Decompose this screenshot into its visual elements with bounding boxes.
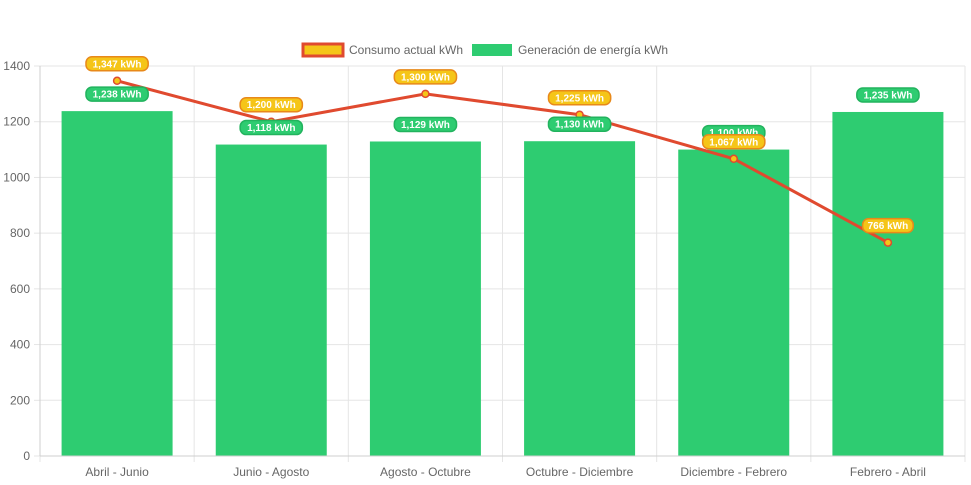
line-point bbox=[421, 89, 430, 99]
y-tick-label: 1000 bbox=[3, 170, 30, 184]
line-data-label-box bbox=[85, 56, 149, 72]
line-data-label-box bbox=[547, 90, 612, 106]
legend-label-generation: Generación de energía kWh bbox=[518, 43, 668, 57]
bar-data-label: 1,235 kWh bbox=[863, 90, 912, 101]
bar-data-label-box bbox=[547, 116, 612, 132]
bar-data-label: 1,130 kWh bbox=[555, 120, 604, 131]
y-tick-label: 1200 bbox=[3, 115, 30, 129]
x-tick-label: Diciembre - Febrero bbox=[680, 465, 787, 479]
line-data-label-box bbox=[239, 96, 304, 113]
line-data-label: 1,225 kWh bbox=[555, 93, 604, 104]
legend-swatch-consumption bbox=[301, 42, 345, 58]
bar-data-label-box bbox=[393, 116, 458, 133]
x-tick-label: Abril - Junio bbox=[85, 465, 149, 479]
bar-layer bbox=[61, 111, 944, 457]
bar-data-label-box bbox=[85, 86, 149, 102]
line-data-label: 1,200 kWh bbox=[247, 100, 296, 111]
y-tick-label: 200 bbox=[10, 393, 30, 407]
data-label-layer: 1,238 kWh 1,118 kWh 1,129 kWh 1,130 kWh 1,10… bbox=[85, 56, 920, 234]
x-tick-label: Febrero - Abril bbox=[850, 465, 926, 479]
bar-data-label: 1,238 kWh bbox=[93, 90, 142, 101]
y-tick-label: 1400 bbox=[3, 59, 30, 73]
legend: Consumo actual kWh Generación de energía … bbox=[301, 42, 668, 58]
grid-layer bbox=[39, 65, 966, 462]
bar bbox=[832, 111, 944, 456]
line-point bbox=[729, 154, 738, 164]
line-data-label: 1,347 kWh bbox=[93, 59, 142, 70]
legend-swatch-generation bbox=[472, 44, 512, 56]
y-tick-label: 600 bbox=[10, 282, 30, 296]
x-tick-label: Octubre - Diciembre bbox=[526, 465, 634, 479]
bar bbox=[215, 144, 327, 457]
line-data-label-box bbox=[393, 69, 458, 85]
x-tick-label: Agosto - Octubre bbox=[380, 465, 471, 479]
axis-layer: 0 200 400 600 800 1000 1200 1400 Abril - Junio Ju… bbox=[3, 59, 965, 479]
line-data-label: 766 kWh bbox=[868, 221, 909, 232]
bar bbox=[61, 111, 173, 456]
y-tick-label: 800 bbox=[10, 226, 30, 240]
line-data-label-box bbox=[701, 134, 766, 150]
bar-data-label: 1,100 kWh bbox=[709, 128, 758, 139]
bar-data-label-box bbox=[239, 119, 304, 136]
bar bbox=[369, 141, 481, 456]
line-point bbox=[883, 238, 893, 247]
bar-data-label: 1,129 kWh bbox=[401, 120, 450, 131]
legend-label-consumption: Consumo actual kWh bbox=[349, 43, 463, 57]
y-tick-label: 0 bbox=[23, 449, 30, 463]
bar-data-label-box bbox=[856, 87, 920, 103]
x-tick-label: Junio - Agosto bbox=[233, 465, 309, 479]
y-tick-label: 400 bbox=[10, 338, 30, 352]
bar bbox=[524, 141, 636, 456]
line-data-label: 1,067 kWh bbox=[709, 137, 758, 148]
bar-data-label: 1,118 kWh bbox=[247, 123, 295, 134]
line-data-label: 1,300 kWh bbox=[401, 72, 450, 83]
line-point bbox=[112, 76, 122, 86]
bar bbox=[678, 149, 790, 457]
consumption-line bbox=[116, 79, 889, 244]
line-data-label-box bbox=[861, 217, 914, 234]
